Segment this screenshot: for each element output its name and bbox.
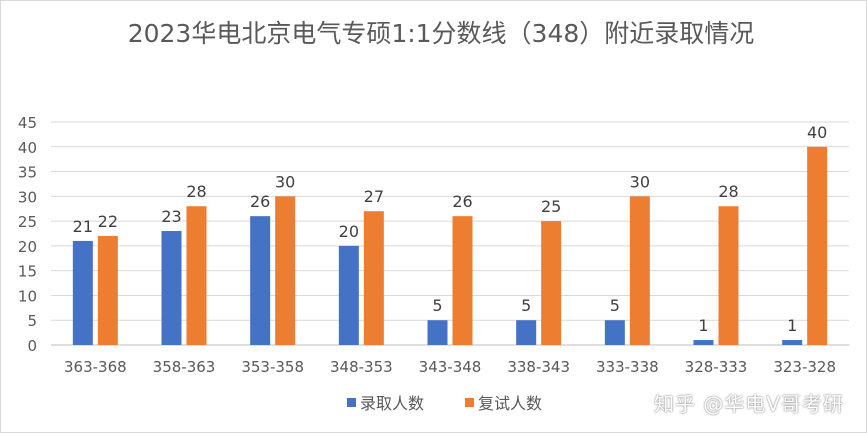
data-label: 28 [718,182,738,201]
data-label: 40 [807,123,827,142]
data-label: 25 [541,197,561,216]
bar-retest [629,196,650,345]
x-tick-label: 323-328 [773,358,836,376]
data-label: 28 [186,182,206,201]
data-label: 26 [452,192,472,211]
bar-admitted [250,216,271,345]
x-tick-label: 338-343 [507,358,570,376]
bar-admitted [338,245,359,345]
y-tick-label: 45 [18,114,37,132]
legend-swatch [347,398,356,407]
data-label: 5 [432,296,442,315]
bar-retest [807,146,828,345]
data-label: 30 [275,172,295,191]
y-tick-label: 25 [18,213,37,231]
bar-admitted [782,340,803,345]
y-tick-label: 35 [18,164,37,182]
bar-admitted [604,320,625,345]
data-label: 21 [73,217,93,236]
bar-retest [452,216,473,345]
y-tick-label: 5 [27,312,37,330]
bar-retest [363,211,384,345]
bar-retest [186,206,207,345]
data-label: 30 [630,172,650,191]
legend-label: 复试人数 [478,394,542,413]
bar-retest [541,221,562,345]
x-tick-label: 353-358 [241,358,304,376]
y-tick-label: 15 [18,263,37,281]
watermark-text: 知乎 @华电V哥考研 [653,392,844,416]
y-tick-label: 10 [18,287,37,305]
data-label: 20 [339,222,359,241]
bar-admitted [161,231,182,345]
y-tick-label: 0 [27,337,37,355]
data-label: 27 [364,187,384,206]
bar-retest [275,196,296,345]
x-tick-label: 358-363 [153,358,216,376]
chart-title: 2023华电北京电气专硕1:1分数线（348）附近录取情况 [127,19,755,48]
y-tick-label: 30 [18,188,37,206]
data-label: 1 [698,316,708,335]
bar-admitted [72,240,93,345]
y-tick-label: 20 [18,238,37,256]
bar-admitted [693,340,714,345]
legend-swatch [465,398,474,407]
bar-admitted [427,320,448,345]
data-label: 23 [161,207,181,226]
data-label: 22 [98,212,118,231]
x-tick-label: 343-348 [419,358,482,376]
x-tick-label: 363-368 [64,358,127,376]
x-tick-label: 348-353 [330,358,393,376]
data-label: 5 [521,296,531,315]
data-label: 1 [787,316,797,335]
data-label: 5 [610,296,620,315]
x-tick-label: 328-333 [685,358,748,376]
bar-retest [718,206,739,345]
data-label: 26 [250,192,270,211]
legend-label: 录取人数 [360,394,424,413]
y-tick-label: 40 [18,139,37,157]
bar-retest [97,235,118,345]
x-tick-label: 333-338 [596,358,659,376]
bar-admitted [516,320,537,345]
